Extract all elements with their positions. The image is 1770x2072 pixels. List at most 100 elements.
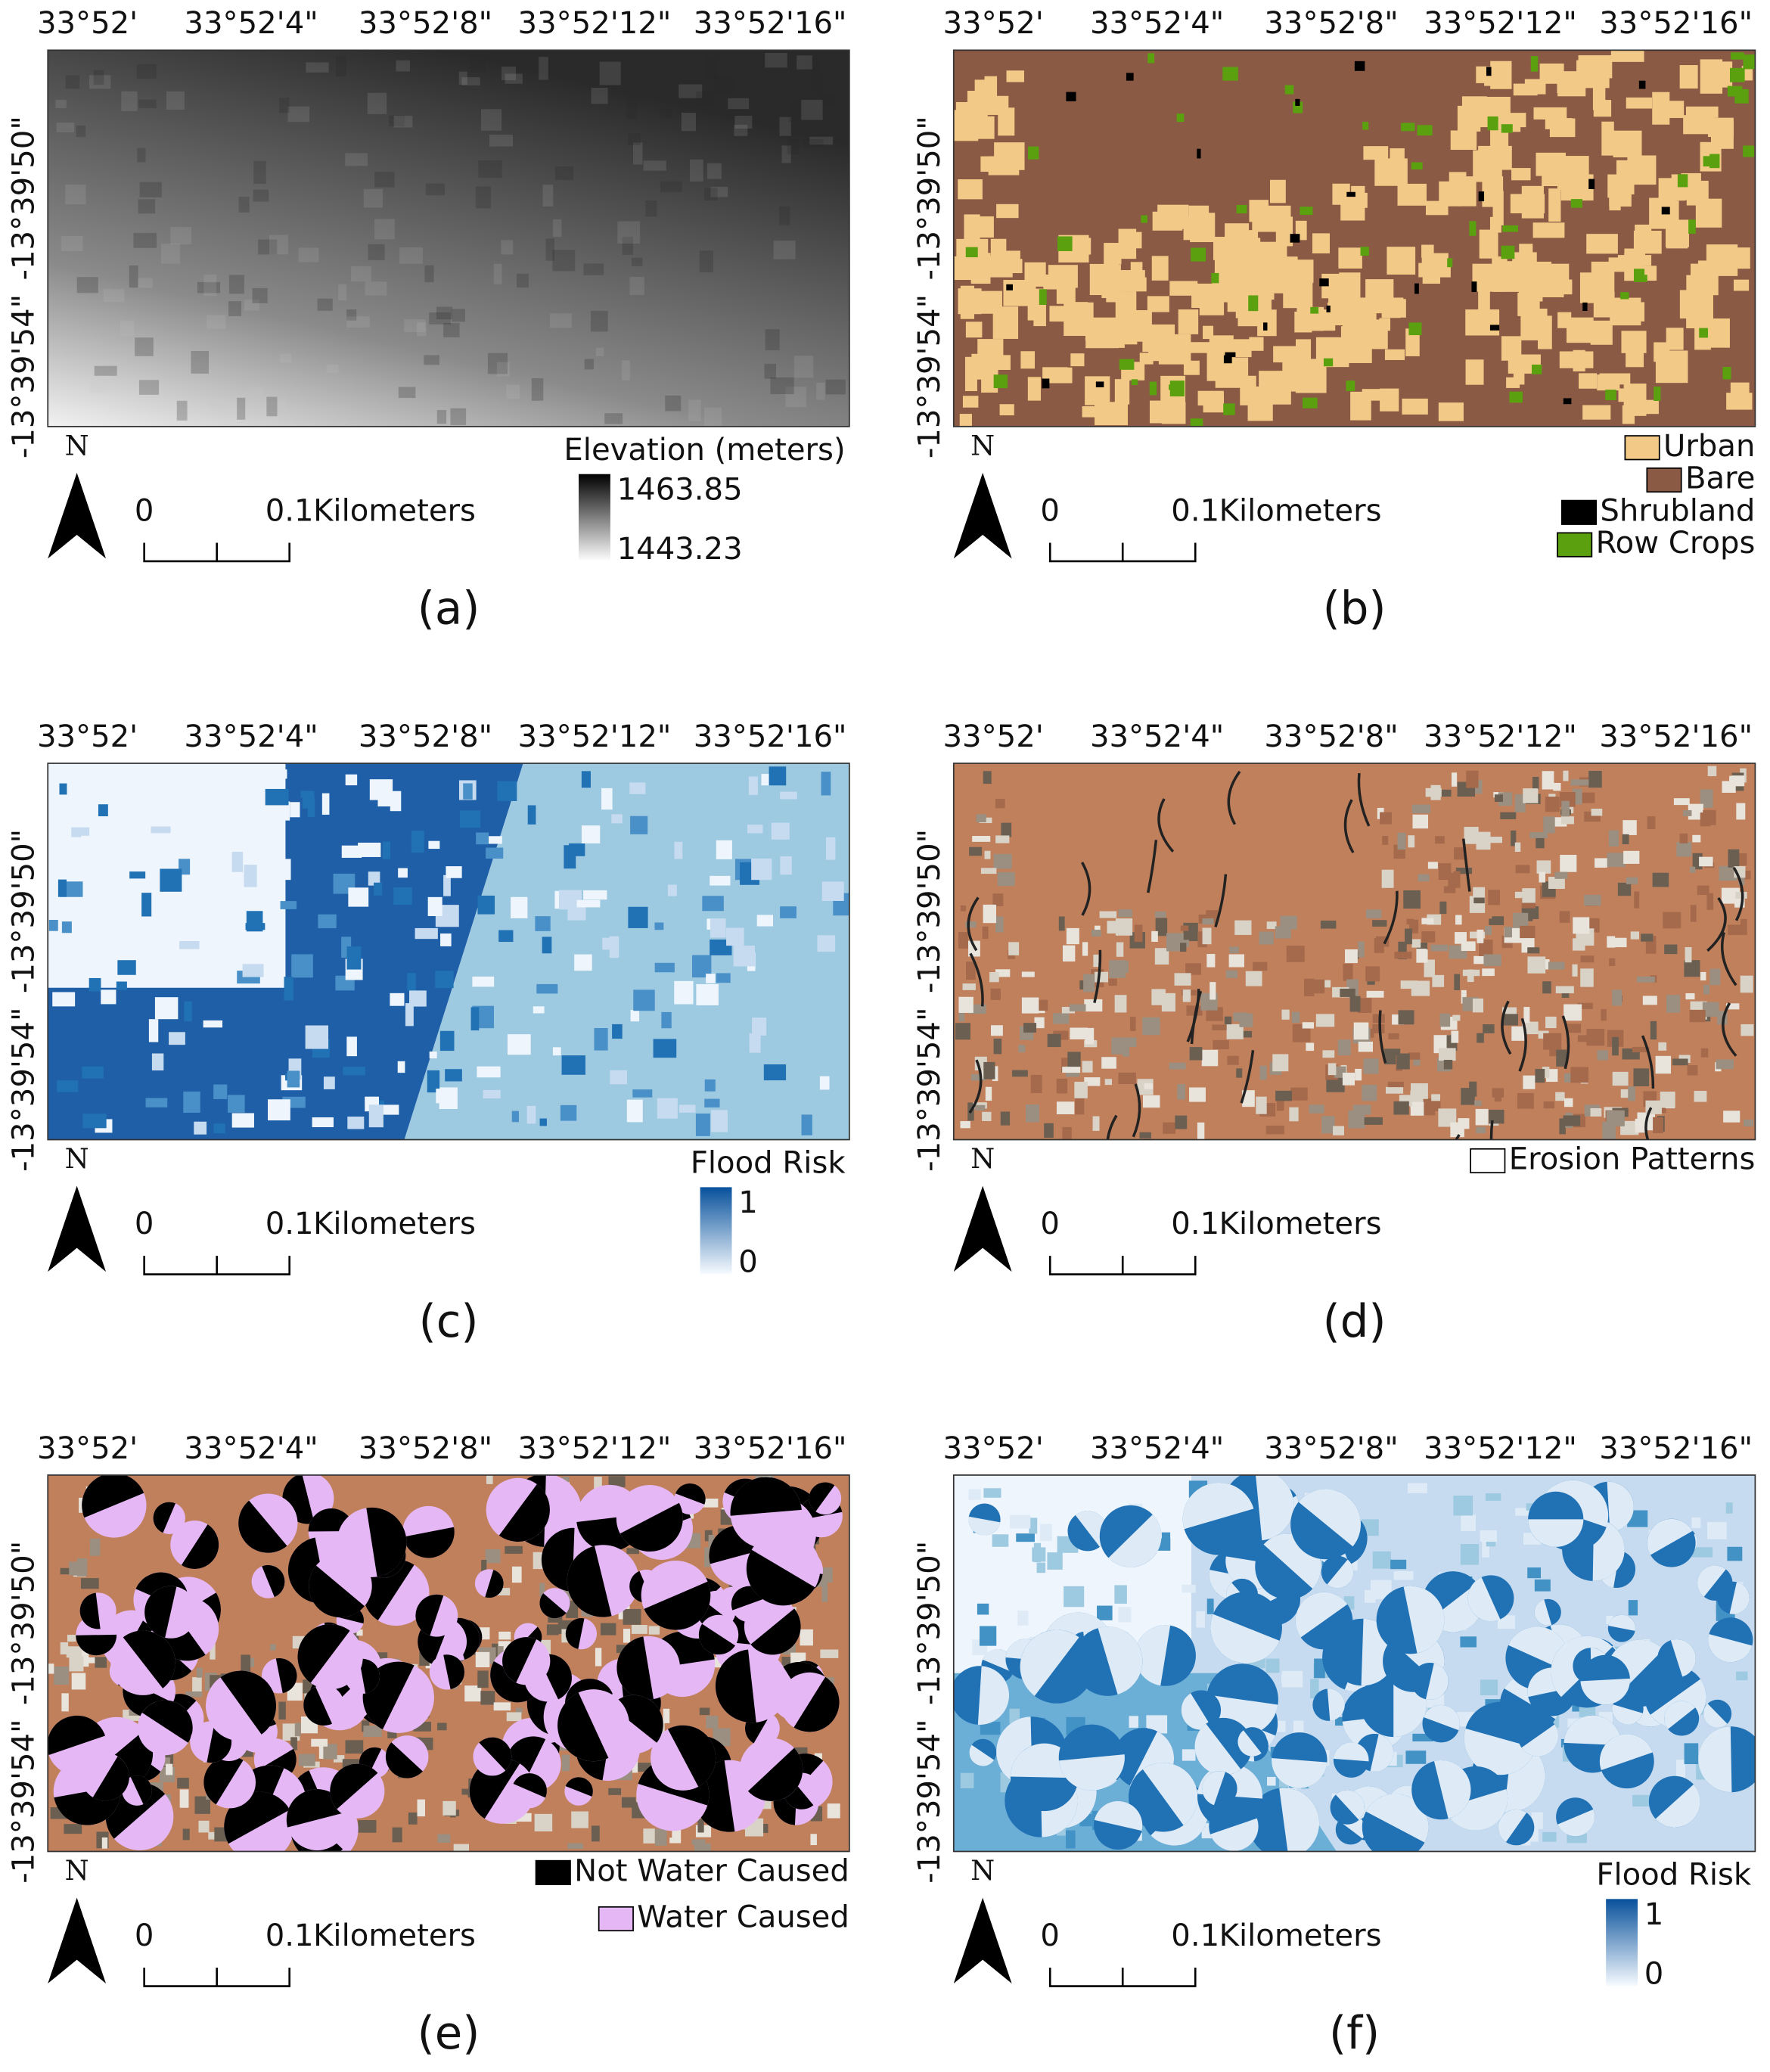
longitude-label: 33°52'4" <box>1090 1431 1224 1466</box>
legend-swatch <box>1646 467 1682 493</box>
latitude-label: -13°39'54" <box>7 1719 42 1883</box>
latitude-label: -13°39'50" <box>912 829 947 993</box>
map-panel: 33°52' 33°52'4" 33°52'8" 33°52'12" 33°52'16"… <box>7 719 850 1347</box>
scale-zero: 0 <box>135 1207 154 1241</box>
north-label: N <box>65 1854 89 1887</box>
north-arrow <box>953 472 1012 559</box>
legend-swatch <box>1624 435 1660 461</box>
legend-label: Not Water Caused <box>574 1853 849 1888</box>
scale-unit: Kilometers <box>1219 1207 1382 1241</box>
legend-swatch <box>1560 499 1598 525</box>
legend-label: Row Crops <box>1596 526 1756 561</box>
panel-label: (c) <box>419 1295 479 1347</box>
longitude-label: 33°52'4" <box>184 719 318 754</box>
north-arrow <box>48 1897 107 1984</box>
north-arrow <box>48 472 107 559</box>
legend-colorbar <box>578 474 610 561</box>
longitude-label: 33°52'12" <box>518 1431 672 1466</box>
scale-zero: 0 <box>135 493 154 528</box>
scale-bar <box>1048 1256 1197 1275</box>
scale-bar <box>143 1968 290 1987</box>
legend-max: 1 <box>738 1185 758 1220</box>
longitude-label: 33°52'4" <box>1090 719 1224 754</box>
panel-label: (f) <box>1329 2007 1380 2059</box>
map-image <box>48 1474 849 1852</box>
latitude-label: -13°39'50" <box>7 116 42 280</box>
map-frame <box>952 1474 1756 1853</box>
map-frame <box>952 49 1756 427</box>
longitude-label: 33°52'12" <box>1424 1431 1577 1466</box>
longitude-label: 33°52'8" <box>359 719 492 754</box>
legend-label: Urban <box>1663 429 1755 464</box>
scale-bar <box>1048 542 1197 563</box>
latitude-label: -13°39'54" <box>912 294 947 458</box>
scale-distance: 0.1 <box>1171 1918 1219 1953</box>
latitude-label: -13°39'54" <box>7 1008 42 1172</box>
scale-zero: 0 <box>1040 1918 1060 1953</box>
north-arrow <box>953 1185 1012 1272</box>
longitude-label: 33°52'4" <box>184 1431 318 1466</box>
map-frame <box>47 1474 850 1853</box>
legend-min: 0 <box>738 1245 758 1280</box>
scale-zero: 0 <box>1040 493 1060 528</box>
legend-colorbar <box>700 1187 732 1275</box>
legend-swatch <box>535 1859 571 1885</box>
map-image <box>953 50 1756 427</box>
longitude-label: 33°52'12" <box>518 719 672 754</box>
legend-swatch <box>1557 532 1593 558</box>
panel-label: (d) <box>1323 1295 1386 1347</box>
longitude-label: 33°52'4" <box>1090 6 1224 41</box>
latitude-label: -13°39'50" <box>912 1541 947 1705</box>
legend-label: Water Caused <box>637 1900 849 1934</box>
map-image <box>48 763 849 1140</box>
longitude-label: 33°52' <box>943 6 1044 41</box>
scale-bar <box>143 1256 290 1275</box>
scale-bar <box>1048 1968 1197 1987</box>
map-frame <box>47 49 850 427</box>
legend-min: 1443.23 <box>617 532 743 567</box>
longitude-label: 33°52'16" <box>1599 6 1753 41</box>
map-panel: 33°52' 33°52'4" 33°52'8" 33°52'12" 33°52'16"… <box>912 1431 1756 2059</box>
north-label: N <box>970 429 995 461</box>
panel-label: (e) <box>418 2007 480 2059</box>
north-label: N <box>970 1142 995 1175</box>
longitude-label: 33°52'12" <box>518 6 672 41</box>
longitude-label: 33°52'8" <box>359 6 492 41</box>
longitude-label: 33°52'16" <box>694 6 847 41</box>
legend-max: 1463.85 <box>617 472 743 507</box>
scale-distance: 0.1 <box>266 493 314 528</box>
map-panel: 33°52' 33°52'4" 33°52'8" 33°52'12" 33°52'16"… <box>7 6 850 634</box>
longitude-label: 33°52' <box>943 719 1044 754</box>
legend-max: 1 <box>1644 1897 1664 1932</box>
map-panel: 33°52' 33°52'4" 33°52'8" 33°52'12" 33°52'16"… <box>7 1431 850 2059</box>
longitude-label: 33°52'8" <box>1264 6 1398 41</box>
longitude-label: 33°52'4" <box>184 6 318 41</box>
latitude-label: -13°39'54" <box>912 1719 947 1883</box>
north-label: N <box>65 429 89 461</box>
north-label: N <box>65 1142 89 1175</box>
longitude-label: 33°52'16" <box>1599 719 1753 754</box>
latitude-label: -13°39'50" <box>7 1541 42 1705</box>
longitude-label: 33°52'8" <box>1264 1431 1398 1466</box>
north-arrow <box>953 1897 1012 1984</box>
legend-title: Elevation (meters) <box>564 433 845 468</box>
legend-colorbar <box>1606 1899 1638 1987</box>
scale-distance: 0.1 <box>266 1207 314 1241</box>
legend-swatch <box>1470 1148 1506 1174</box>
scale-unit: Kilometers <box>313 1918 476 1953</box>
longitude-label: 33°52' <box>37 719 138 754</box>
latitude-label: -13°39'50" <box>7 829 42 993</box>
map-image <box>953 763 1756 1140</box>
map-panel: 33°52' 33°52'4" 33°52'8" 33°52'12" 33°52'16"… <box>912 6 1756 634</box>
scale-distance: 0.1 <box>266 1918 314 1953</box>
legend-swatch <box>598 1906 634 1932</box>
longitude-label: 33°52'12" <box>1424 719 1577 754</box>
map-frame <box>952 763 1756 1141</box>
map-frame <box>47 763 850 1141</box>
scale-unit: Kilometers <box>1219 493 1382 528</box>
legend-min: 0 <box>1644 1957 1664 1992</box>
legend-label: Bare <box>1685 461 1755 496</box>
latitude-label: -13°39'50" <box>912 116 947 280</box>
scale-unit: Kilometers <box>1219 1918 1382 1953</box>
